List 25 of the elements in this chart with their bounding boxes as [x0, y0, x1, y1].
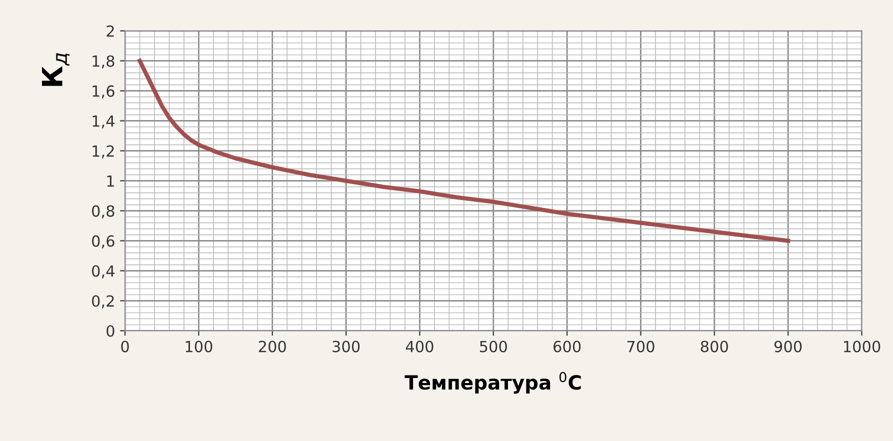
y-tick-label: 1,4 — [92, 116, 114, 128]
x-tick-label: 700 — [627, 340, 654, 352]
y-tick-label: 1,2 — [92, 145, 114, 158]
y-tick-label: 2 — [106, 25, 114, 37]
x-tick-label: 200 — [258, 340, 286, 352]
line-series — [138, 58, 790, 243]
x-tick-label: 500 — [480, 340, 507, 352]
x-axis-title: Температура $^{0}$C — [404, 372, 581, 394]
y-tick-label: 1 — [107, 175, 114, 187]
y-tick-label: 0 — [106, 325, 114, 337]
y-axis-title: К$_{д}$ — [42, 53, 70, 86]
x-tick-label: 100 — [186, 340, 212, 352]
x-tick-label: 1000 — [844, 340, 880, 352]
y-tick-label: 0,8 — [92, 205, 114, 218]
y-tick-label: 1,6 — [92, 85, 114, 98]
y-tick-label: 0,4 — [92, 265, 114, 278]
x-tick-label: 0 — [121, 340, 129, 352]
x-tick-label: 800 — [700, 340, 728, 352]
y-tick-label: 0,6 — [92, 235, 114, 248]
x-tick-label: 900 — [774, 340, 802, 352]
y-tick-label: 0,2 — [92, 295, 114, 308]
y-tick-label: 1,8 — [92, 55, 114, 68]
x-tick-label: 400 — [406, 340, 434, 352]
x-tick-label: 600 — [554, 340, 581, 352]
x-tick-label: 300 — [332, 340, 360, 352]
